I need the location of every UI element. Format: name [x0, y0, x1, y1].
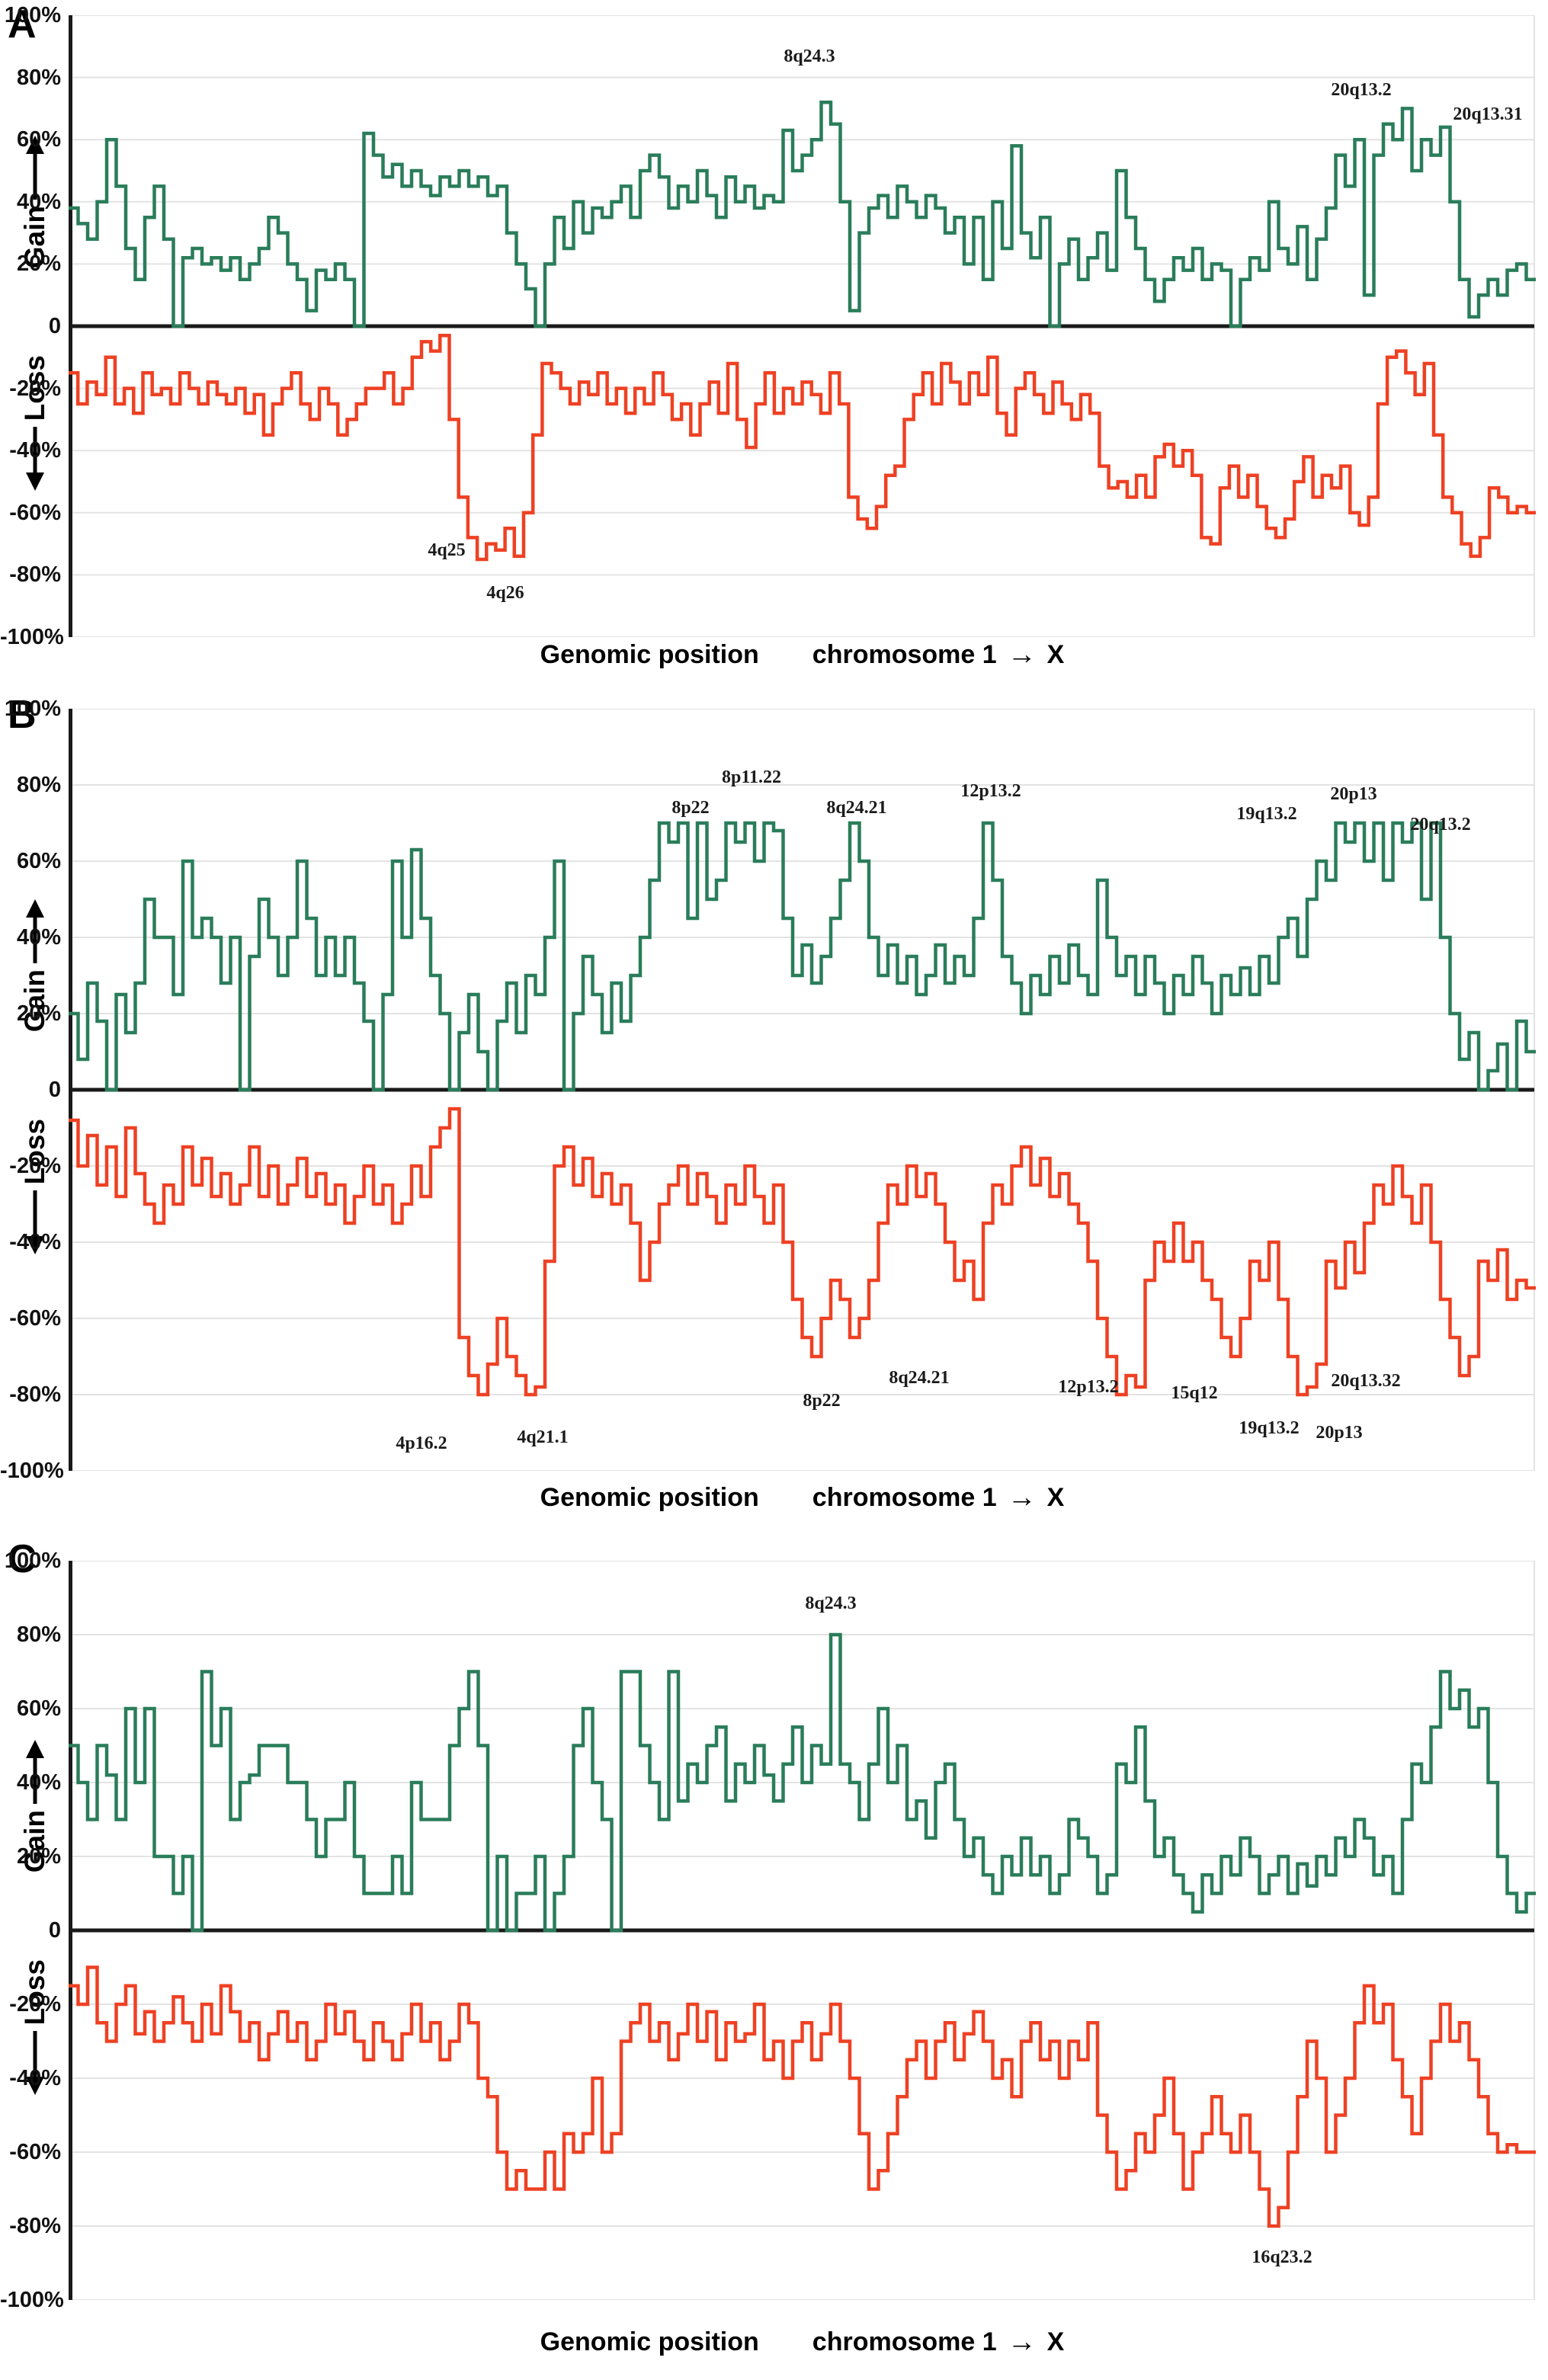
panel-c-letter: C	[8, 1537, 37, 1581]
y-tick-label: 40%	[16, 1770, 61, 1795]
gain-frequency-line	[69, 1632, 1536, 1933]
y-tick-label: -40%	[9, 1230, 61, 1254]
loss-frequency-line	[69, 1965, 1536, 2228]
panel-a-x-axis-title: Genomic position chromosome 1 → X	[69, 639, 1536, 671]
cytoband-annotation: 8p22	[671, 798, 710, 818]
panel-b-loss-axis-label: Loss	[12, 1119, 58, 1255]
gain-frequency-line	[69, 100, 1536, 328]
y-tick-label: -100%	[0, 2288, 64, 2312]
y-tick-label: 80%	[16, 65, 61, 90]
loss-frequency-line	[69, 333, 1536, 562]
y-tick-label: 40%	[16, 925, 61, 950]
y-tick-label: -100%	[0, 625, 64, 649]
y-tick-label: -80%	[9, 562, 61, 588]
cytoband-annotation: 12p13.2	[960, 781, 1021, 801]
y-tick-label: 80%	[16, 773, 61, 797]
panel-c-gain-axis-label: Gain	[12, 1740, 58, 1872]
y-tick-label: 0	[48, 314, 61, 338]
panel-a-gain-axis-label: Gain	[12, 136, 58, 268]
x-title-end: X	[1046, 640, 1065, 669]
cytoband-annotation: 4p16.2	[396, 1433, 447, 1453]
cytoband-annotation: 12p13.2	[1058, 1377, 1119, 1397]
y-tick-label: -20%	[9, 1154, 61, 1178]
cytoband-annotation: 4q25	[428, 540, 466, 560]
y-tick-label: 60%	[16, 1696, 61, 1721]
cytoband-annotation: 4q26	[486, 583, 524, 603]
y-tick-label: 40%	[16, 189, 61, 214]
panel-b-x-axis-title: Genomic position chromosome 1 → X	[69, 1481, 1536, 1514]
y-tick-label: 60%	[16, 849, 61, 873]
plot-area-panel-c	[69, 1561, 1536, 2300]
x-title-left: Genomic position	[540, 1483, 759, 1512]
x-title-chromosome: chromosome 1	[812, 1483, 997, 1512]
y-tick-label: 20%	[16, 1844, 61, 1869]
x-title-chromosome: chromosome 1	[812, 640, 997, 669]
panel-c-loss-axis-label: Loss	[12, 1959, 58, 2096]
cytoband-annotation: 19q13.2	[1236, 804, 1297, 824]
y-tick-label: 0	[48, 1918, 61, 1943]
up-arrow-icon	[26, 899, 44, 963]
y-tick-label: 100%	[4, 697, 61, 721]
x-title-end: X	[1046, 2327, 1065, 2356]
x-title-chromosome: chromosome 1	[812, 2327, 997, 2356]
y-tick-label: -60%	[9, 1306, 61, 1331]
down-arrow-icon	[26, 1190, 44, 1255]
y-tick-label: -60%	[9, 2140, 61, 2164]
cytoband-annotation: 20q13.2	[1331, 80, 1392, 100]
cytoband-annotation: 8p11.22	[721, 767, 782, 787]
y-tick-label: 20%	[16, 251, 61, 277]
plot-area-panel-b	[69, 709, 1536, 1471]
cytoband-annotation: 20p13	[1330, 784, 1377, 804]
cytoband-annotation: 16q23.2	[1252, 2247, 1312, 2267]
y-tick-label: -100%	[0, 1459, 64, 1483]
y-tick-label: -40%	[9, 438, 61, 463]
cytoband-annotation: 8q24.3	[805, 1594, 857, 1613]
cytoband-annotation: 4q21.1	[517, 1427, 569, 1447]
y-tick-label: -80%	[9, 2214, 61, 2238]
y-tick-label: 0	[48, 1078, 61, 1102]
cytoband-annotation: 20q13.2	[1410, 815, 1471, 834]
y-tick-label: 20%	[16, 1001, 61, 1026]
gain-frequency-line	[69, 821, 1536, 1092]
down-arrow-icon	[26, 2031, 44, 2096]
cytoband-annotation: 20q13.32	[1331, 1371, 1401, 1391]
panel-c-x-axis-title: Genomic position chromosome 1 → X	[69, 2326, 1536, 2359]
panel-a-loss-axis-label: Loss	[12, 355, 58, 492]
right-arrow-icon: →	[1007, 2326, 1037, 2358]
up-arrow-icon	[26, 136, 44, 200]
cytoband-annotation: 15q12	[1171, 1383, 1218, 1403]
right-arrow-icon: →	[1007, 639, 1037, 671]
cytoband-annotation: 19q13.2	[1239, 1418, 1300, 1438]
cytoband-annotation: 8q24.21	[826, 798, 887, 818]
plot-area-panel-a	[69, 15, 1536, 637]
y-tick-label: -20%	[9, 1992, 61, 2016]
up-arrow-icon	[26, 1740, 44, 1804]
x-title-end: X	[1046, 1483, 1065, 1512]
panel-b-gain-axis-label: Gain	[12, 899, 58, 1032]
panel-b-letter: B	[8, 693, 37, 737]
right-arrow-icon: →	[1007, 1481, 1037, 1514]
x-title-left: Genomic position	[540, 640, 759, 669]
panel-a-letter: A	[8, 2, 37, 46]
y-tick-label: 60%	[16, 127, 61, 152]
cytoband-annotation: 8q24.21	[889, 1368, 950, 1388]
loss-frequency-line	[69, 1107, 1536, 1397]
cytoband-annotation: 20p13	[1316, 1423, 1363, 1443]
cytoband-annotation: 8p22	[803, 1391, 841, 1411]
cytoband-annotation: 8q24.3	[784, 46, 835, 66]
y-tick-label: 100%	[4, 1549, 61, 1573]
y-tick-label: -80%	[9, 1382, 61, 1407]
y-tick-label: -40%	[9, 2066, 61, 2090]
y-tick-label: 80%	[16, 1622, 61, 1647]
down-arrow-icon	[26, 427, 44, 492]
y-tick-label: -60%	[9, 500, 61, 525]
y-tick-label: -20%	[9, 376, 61, 401]
cytoband-annotation: 20q13.31	[1453, 104, 1523, 124]
x-title-left: Genomic position	[540, 2327, 759, 2356]
y-tick-label: 100%	[4, 3, 61, 27]
